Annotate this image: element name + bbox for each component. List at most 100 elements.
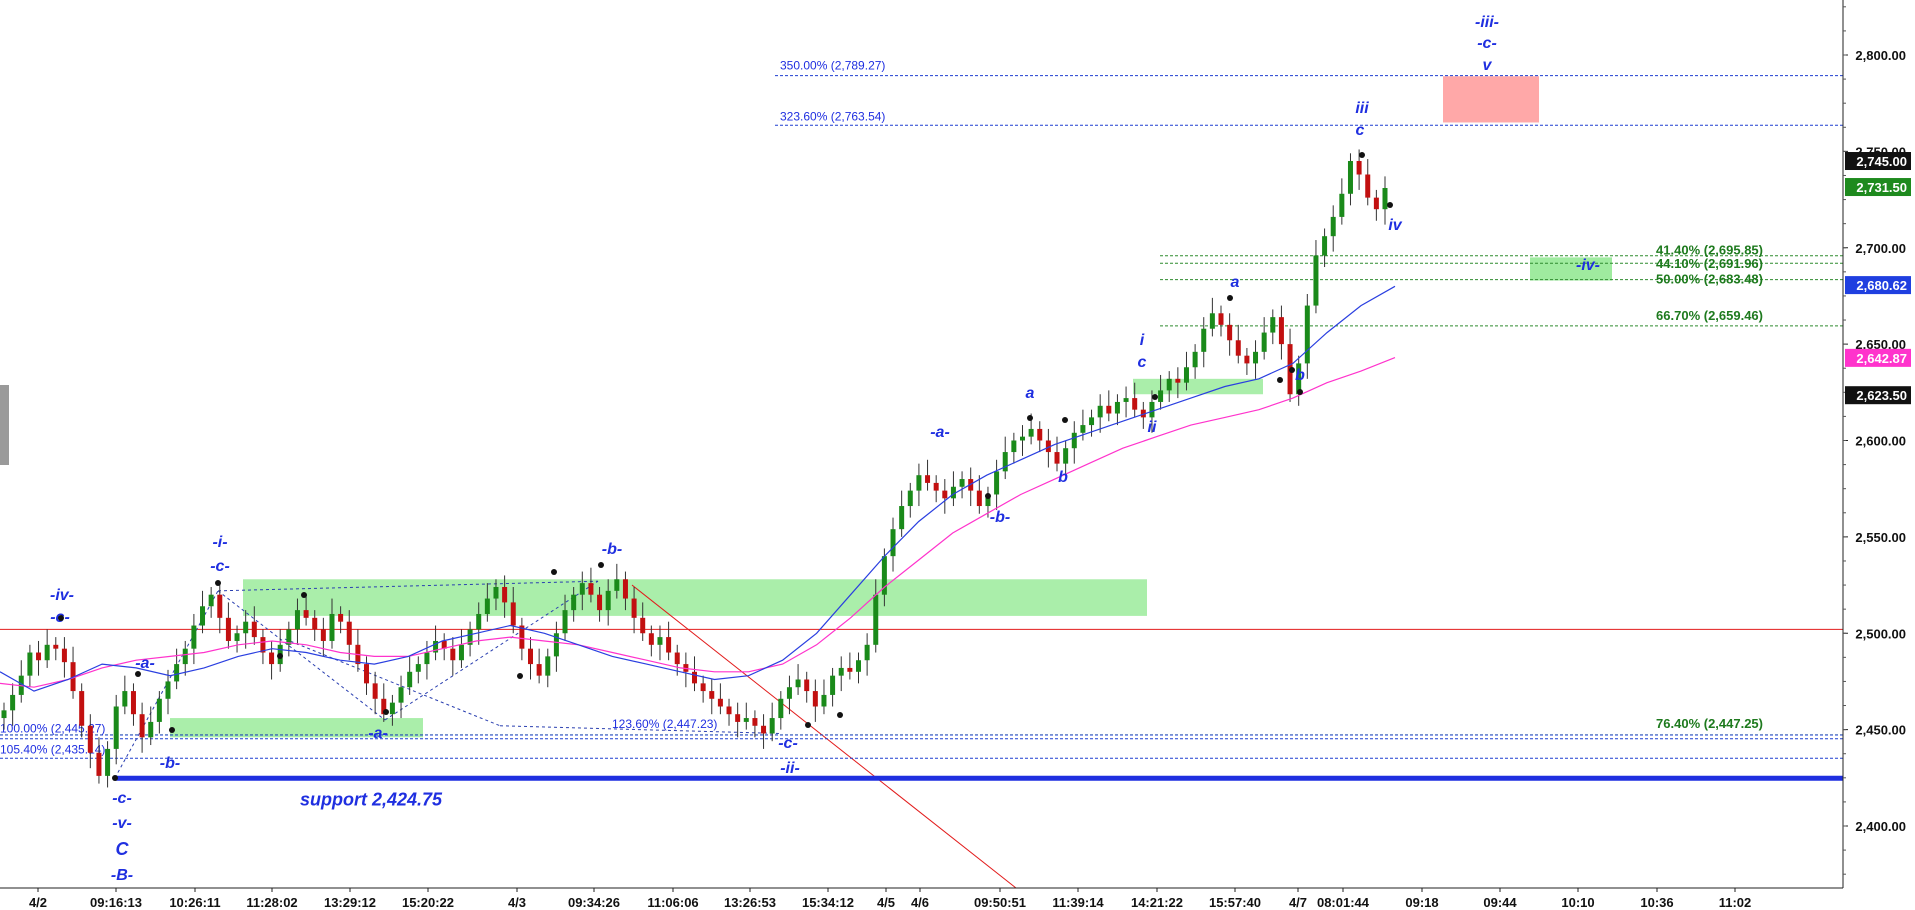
support-label: support 2,424.75 [300, 789, 443, 809]
wave-label: -a- [368, 725, 388, 742]
candle-body [1149, 401, 1155, 418]
tradingapps-tab[interactable] [0, 385, 9, 465]
pivot-dot [985, 493, 991, 499]
candle-body [476, 613, 482, 630]
candle-body [433, 640, 439, 653]
candle-body [1071, 432, 1077, 449]
pivot-dot [1152, 394, 1158, 400]
candle-body [830, 675, 836, 695]
candle-body [458, 644, 464, 661]
zone-green-upper [243, 579, 1147, 616]
x-axis-panel [0, 888, 1843, 910]
candle-body [286, 629, 292, 645]
wave-label: i [1140, 332, 1145, 349]
candle-body [614, 579, 620, 591]
pivot-dot [1289, 367, 1295, 373]
candle-body [415, 664, 421, 672]
candle-body [61, 648, 67, 663]
wave-dotted-line [284, 638, 501, 727]
wave-label: ii [1148, 419, 1157, 436]
candle-body [536, 664, 542, 676]
candle-body [450, 648, 456, 661]
candle-body [1114, 401, 1120, 414]
candle-body [907, 490, 913, 507]
candle-body [36, 652, 42, 661]
candle-body [666, 637, 672, 653]
wave-label: -c- [112, 790, 132, 807]
pivot-dot [112, 775, 118, 781]
candle-body [726, 706, 732, 715]
candle-body [1, 710, 7, 719]
x-tick-label: 10:10 [1561, 895, 1594, 910]
wave-label: -iv- [50, 587, 74, 604]
ma-blue-line [0, 285, 1396, 692]
candle-body [200, 606, 206, 626]
candle-body [1278, 317, 1284, 345]
wave-label: iv [1388, 217, 1402, 234]
candle-body [1140, 409, 1146, 418]
y-tick-label: 2,800.00 [1855, 48, 1906, 63]
fib-label-100: 100.00% (2,445.27) [0, 722, 105, 736]
x-tick-label: 4/5 [877, 895, 895, 910]
candle-body [407, 671, 413, 688]
wave-label: -a- [135, 655, 155, 672]
y-tick-label: 2,400.00 [1855, 819, 1906, 834]
candle-body [44, 644, 50, 661]
candle-body [605, 590, 611, 611]
candle-body [959, 479, 965, 487]
price-badge-label: 2,680.62 [1856, 278, 1907, 293]
candle-body [1054, 452, 1060, 464]
wave-label: -c- [778, 735, 798, 752]
candle-body [821, 694, 827, 707]
price-badge-label: 2,745.00 [1856, 154, 1907, 169]
candle-body [467, 629, 473, 645]
fib-label-441: 44.10% (2,691.96) [1656, 256, 1763, 271]
wave-label: -v- [112, 815, 132, 832]
wave-label: -b- [990, 509, 1010, 526]
candle-body [864, 644, 870, 661]
wave-dotted-line [384, 580, 599, 721]
candle-body [994, 471, 1000, 495]
wave-label: c [1356, 122, 1365, 139]
candle-body [1313, 255, 1319, 306]
x-tick-label: 11:06:06 [647, 895, 698, 910]
candle-body [346, 621, 352, 645]
fib-label-350: 350.00% (2,789.27) [780, 59, 885, 73]
candle-body [976, 490, 982, 507]
candle-body [294, 610, 300, 630]
candle-body [950, 486, 956, 499]
candle-body [761, 725, 767, 734]
candle-body [925, 475, 931, 483]
x-tick-label: 10:26:11 [169, 895, 220, 910]
candle-body [933, 482, 939, 491]
candle-body [251, 621, 257, 638]
candle-body [1304, 305, 1310, 364]
fib-label-50: 50.00% (2,683.48) [1656, 272, 1763, 287]
candle-body [717, 698, 723, 707]
candle-body [985, 494, 991, 507]
wave-dotted-line [217, 590, 386, 721]
candle-body [338, 613, 344, 622]
fib-label-1236: 123.60% (2,447.23) [612, 717, 717, 731]
wave-label: a [1026, 385, 1035, 402]
candle-body [1158, 390, 1164, 402]
candle-body [553, 633, 559, 657]
y-tick-label: 2,650.00 [1855, 337, 1906, 352]
wave-label: -c- [210, 558, 230, 575]
candle-body [303, 610, 309, 618]
pivot-dot [551, 569, 557, 575]
candle-body [1373, 197, 1379, 210]
candle-body [1063, 448, 1069, 464]
fib-label-414: 41.40% (2,695.85) [1656, 243, 1763, 258]
wave-label: -iii- [1475, 14, 1499, 31]
candle-body [528, 648, 534, 665]
candle-body [484, 598, 490, 614]
wave-label: b [1295, 367, 1305, 384]
wave-label: -b- [602, 541, 622, 558]
candle-body [579, 583, 585, 595]
candle-body [381, 698, 387, 715]
candle-body [1183, 367, 1189, 383]
candle-body [113, 706, 119, 749]
x-tick-label: 4/2 [29, 895, 47, 910]
